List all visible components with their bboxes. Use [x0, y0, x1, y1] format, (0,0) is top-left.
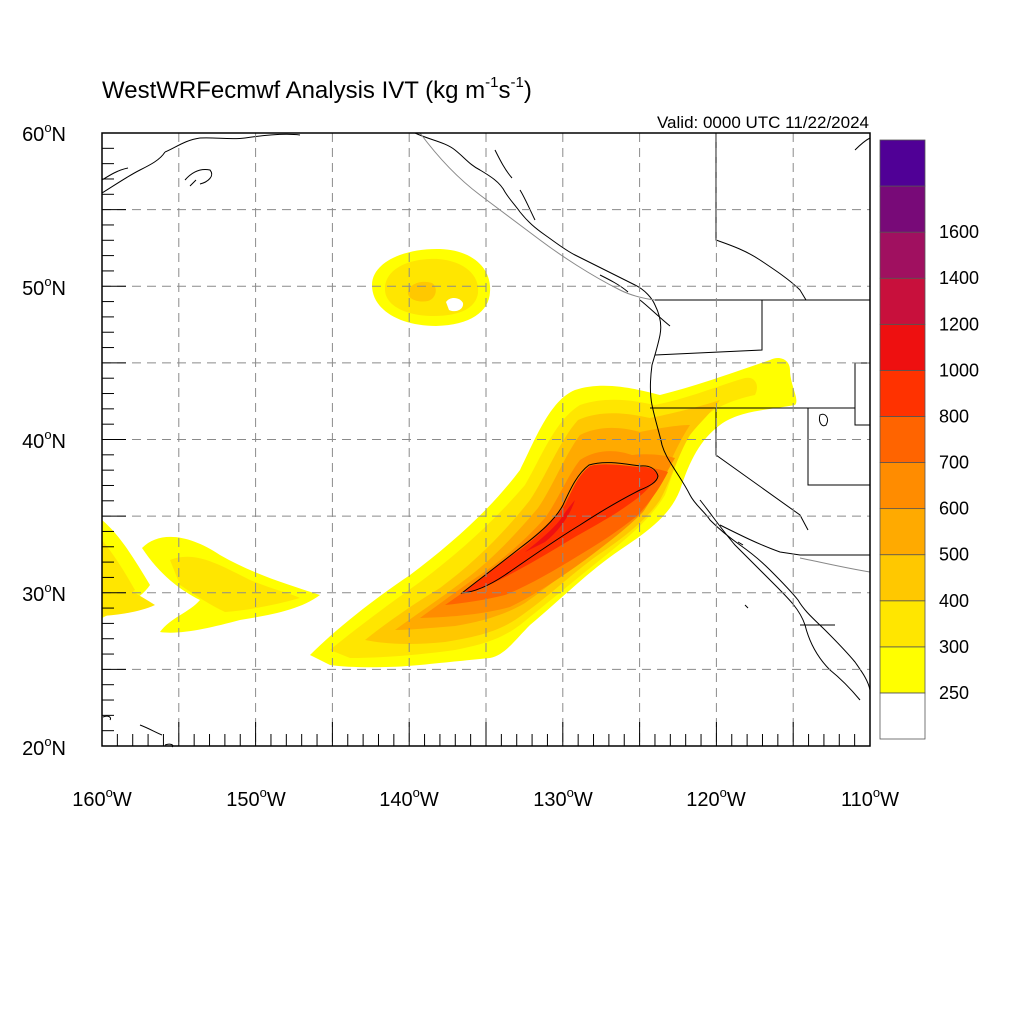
colorbar-swatch: [879, 323, 926, 371]
colorbar-swatch: [879, 462, 926, 510]
lon-label-150w: 150oW: [226, 785, 286, 811]
map-plot-area: [101, 132, 871, 748]
valid-time-label: Valid: 0000 UTC 11/22/2024: [657, 113, 869, 132]
colorbar-swatch: [879, 646, 926, 694]
colorbar-swatch: [879, 231, 926, 279]
colorbar-label: 1200: [939, 314, 979, 334]
ivt-core: [463, 464, 658, 592]
colorbar-swatch: [879, 369, 926, 417]
lat-label-40: 40oN: [22, 427, 66, 453]
colorbar: 250 300 400 500 600 700 800 1000 1200 1400 1600: [879, 139, 979, 740]
lat-label-20: 20oN: [22, 734, 66, 760]
colorbar-swatch: [879, 554, 926, 602]
chart-title: WestWRFecmwf Analysis IVT (kg m-1s-1): [102, 74, 532, 104]
colorbar-label: 500: [939, 545, 969, 565]
lon-label-140w: 140oW: [379, 785, 439, 811]
colorbar-swatch: [879, 508, 926, 556]
colorbar-label: 1400: [939, 268, 979, 288]
axis-ticks: [101, 132, 871, 747]
colorbar-swatch: [879, 139, 926, 187]
ivt-filled-contours: [102, 248, 797, 668]
colorbar-swatch: [879, 416, 926, 463]
colorbar-label: 700: [939, 453, 969, 473]
lat-label-60: 60oN: [22, 120, 66, 146]
colorbar-label: 1600: [939, 222, 979, 242]
colorbar-swatch: [879, 277, 926, 325]
graticule: [102, 133, 870, 746]
lat-label-50: 50oN: [22, 274, 66, 300]
longitude-labels: 160oW 150oW 140oW 130oW 120oW 110oW: [72, 785, 899, 811]
colorbar-label: 1000: [939, 360, 979, 380]
lon-label-130w: 130oW: [533, 785, 593, 811]
colorbar-swatch: [879, 600, 926, 648]
colorbar-label: 300: [939, 637, 969, 657]
colorbar-label: 400: [939, 591, 969, 611]
lat-label-30: 30oN: [22, 580, 66, 606]
latitude-labels: 60oN 50oN 40oN 30oN 20oN: [22, 120, 66, 760]
coastlines: [101, 132, 871, 748]
colorbar-label: 250: [939, 683, 969, 703]
lon-label-120w: 120oW: [686, 785, 746, 811]
colorbar-swatch: [879, 692, 926, 740]
lon-label-160w: 160oW: [72, 785, 132, 811]
colorbar-label: 600: [939, 499, 969, 519]
colorbar-label: 800: [939, 406, 969, 426]
ivt-1000-contour: [460, 462, 659, 594]
lon-label-110w: 110oW: [841, 785, 899, 811]
colorbar-swatch: [879, 185, 926, 233]
